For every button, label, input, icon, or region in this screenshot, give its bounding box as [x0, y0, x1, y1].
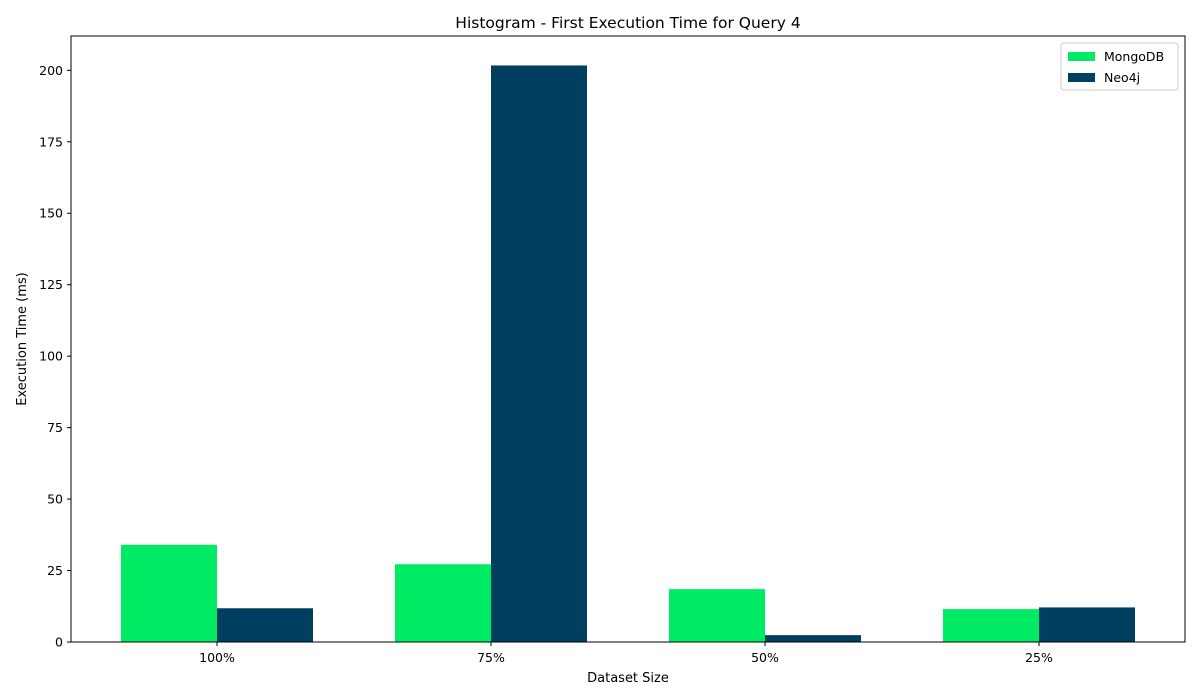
- y-tick-label: 150: [39, 206, 63, 221]
- x-tick-label: 25%: [1025, 650, 1053, 665]
- y-tick-label: 75: [47, 420, 63, 435]
- legend: MongoDB Neo4j: [1060, 42, 1179, 91]
- bar-mongodb-25pct: [943, 609, 1039, 642]
- x-tick-label: 100%: [199, 650, 235, 665]
- y-tick-label: 125: [39, 277, 63, 292]
- bar-mongodb-75pct: [395, 564, 491, 642]
- y-tick-label: 0: [55, 635, 63, 650]
- y-tick-label: 25: [47, 563, 63, 578]
- axes-layer: 0 25 50 75 100 125 150 175 200 100% 75% 50% 25%: [39, 35, 1186, 665]
- bar-neo4j-100pct: [217, 608, 313, 642]
- bar-neo4j-25pct: [1039, 607, 1135, 642]
- x-tick-label: 50%: [751, 650, 779, 665]
- x-axis-title: Dataset Size: [587, 671, 669, 686]
- bar-mongodb-50pct: [669, 589, 765, 642]
- plot-frame: [70, 35, 1186, 643]
- bars-layer: [121, 65, 1135, 643]
- x-tick-label: 75%: [477, 650, 505, 665]
- y-tick-label: 50: [47, 492, 63, 507]
- y-tick-label: 175: [39, 134, 63, 149]
- legend-label-neo4j: Neo4j: [1104, 70, 1140, 85]
- y-tick-label: 100: [39, 349, 63, 364]
- y-axis-title: Execution Time (ms): [15, 272, 30, 405]
- legend-swatch-mongodb: [1068, 52, 1095, 61]
- bar-neo4j-75pct: [491, 65, 587, 643]
- chart-title: Histogram - First Execution Time for Que…: [455, 14, 800, 32]
- bar-neo4j-50pct: [765, 635, 861, 642]
- bar-mongodb-100pct: [121, 544, 217, 642]
- legend-swatch-neo4j: [1068, 73, 1095, 82]
- y-tick-label: 200: [39, 63, 63, 78]
- legend-label-mongodb: MongoDB: [1104, 49, 1164, 64]
